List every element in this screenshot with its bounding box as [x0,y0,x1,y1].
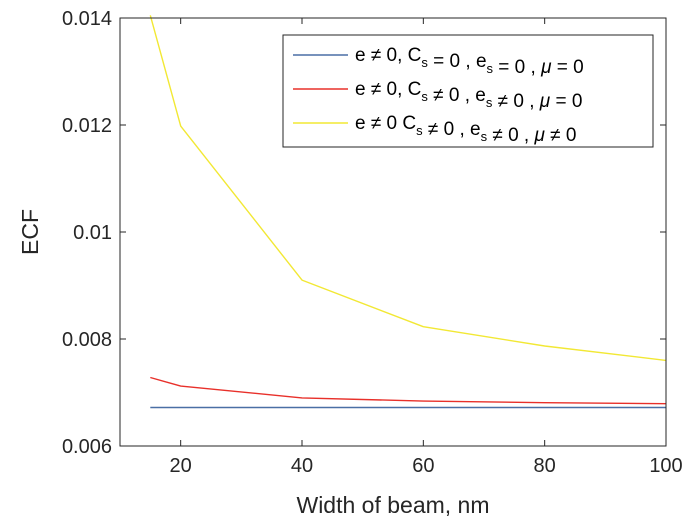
series-layer [149,15,667,409]
x-tick-label: 40 [291,455,313,477]
y-tick-label: 0.014 [62,8,112,30]
x-tick-label: 60 [412,455,434,477]
y-tick-label: 0.008 [62,329,112,351]
x-tick-label: 20 [170,455,192,477]
x-tick-label: 100 [649,455,682,477]
legend-label-2: e ≠ 0, Cs ≠ 0 , es ≠ 0 , μ = 0 [355,79,582,112]
x-tick-label: 80 [534,455,556,477]
series-line-3 [149,15,667,362]
series-line-2 [150,376,667,405]
y-tick-label: 0.006 [62,436,112,458]
y-tick-label: 0.01 [73,222,112,244]
legend: e ≠ 0, Cs = 0 , es = 0 , μ = 0e ≠ 0, Cs … [282,34,654,148]
y-axis-title: ECF [17,209,43,255]
y-tick-label: 0.012 [62,115,112,137]
legend-label-1: e ≠ 0, Cs = 0 , es = 0 , μ = 0 [355,45,584,78]
legend-box [282,34,654,148]
legend-label-3: e ≠ 0 Cs ≠ 0 , es ≠ 0 , μ ≠ 0 [355,113,576,146]
ticks-layer: 20 40 60 80 100 0.006 0.008 0.01 0.012 0.014 [62,8,683,477]
x-axis-title: Width of beam, nm [296,492,489,518]
